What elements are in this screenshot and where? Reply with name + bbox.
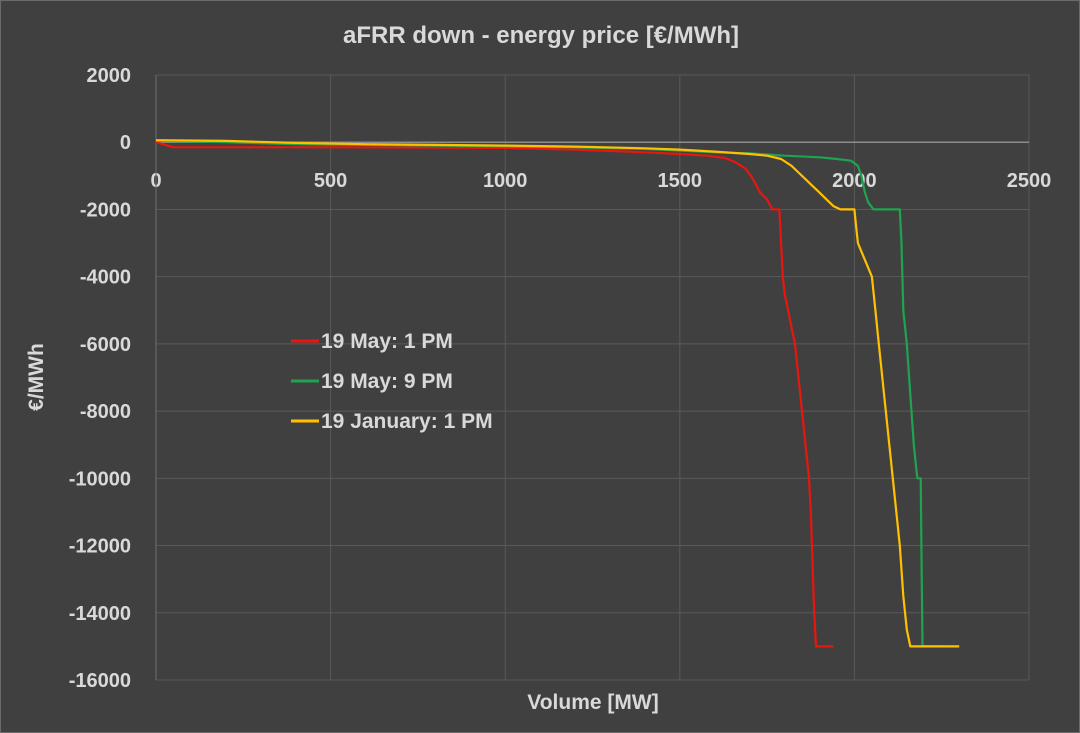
series-line-3	[155, 139, 960, 648]
series-line-1	[155, 141, 834, 648]
x-tick-label: 1500	[658, 170, 703, 192]
series-line-2	[155, 139, 946, 648]
axes: 0 500 1000 1500 2000 250020000-2000-4000-6000…	[69, 65, 1052, 692]
y-tick-label: -2000	[80, 199, 131, 221]
legend-label-2: 19 May: 9 PM	[321, 370, 453, 393]
y-tick-label: 0	[120, 132, 131, 154]
y-tick-label: -16000	[69, 670, 131, 692]
legend-label-3: 19 January: 1 PM	[321, 410, 493, 433]
y-axis-label: €/MWh	[25, 343, 48, 411]
y-tick-label: -4000	[80, 267, 131, 289]
y-tick-label: 2000	[87, 65, 132, 87]
x-tick-label: 1000	[483, 170, 528, 192]
x-axis-label: Volume [MW]	[527, 691, 658, 714]
y-tick-label: -6000	[80, 334, 131, 356]
y-tick-label: -10000	[69, 468, 131, 490]
x-tick-label: 2000	[832, 170, 877, 192]
legend-label-1: 19 May: 1 PM	[321, 330, 453, 353]
y-tick-label: -12000	[69, 536, 131, 558]
chart-title: aFRR down - energy price [€/MWh]	[343, 22, 739, 49]
series-layer	[155, 139, 960, 648]
x-tick-label: 500	[314, 170, 347, 192]
y-tick-label: -14000	[69, 603, 131, 625]
x-tick-label: 2500	[1007, 170, 1052, 192]
y-tick-label: -8000	[80, 401, 131, 423]
grid	[156, 74, 1030, 681]
legend: 19 May: 1 PM 19 May: 9 PM 19 January: 1 PM	[291, 330, 493, 433]
